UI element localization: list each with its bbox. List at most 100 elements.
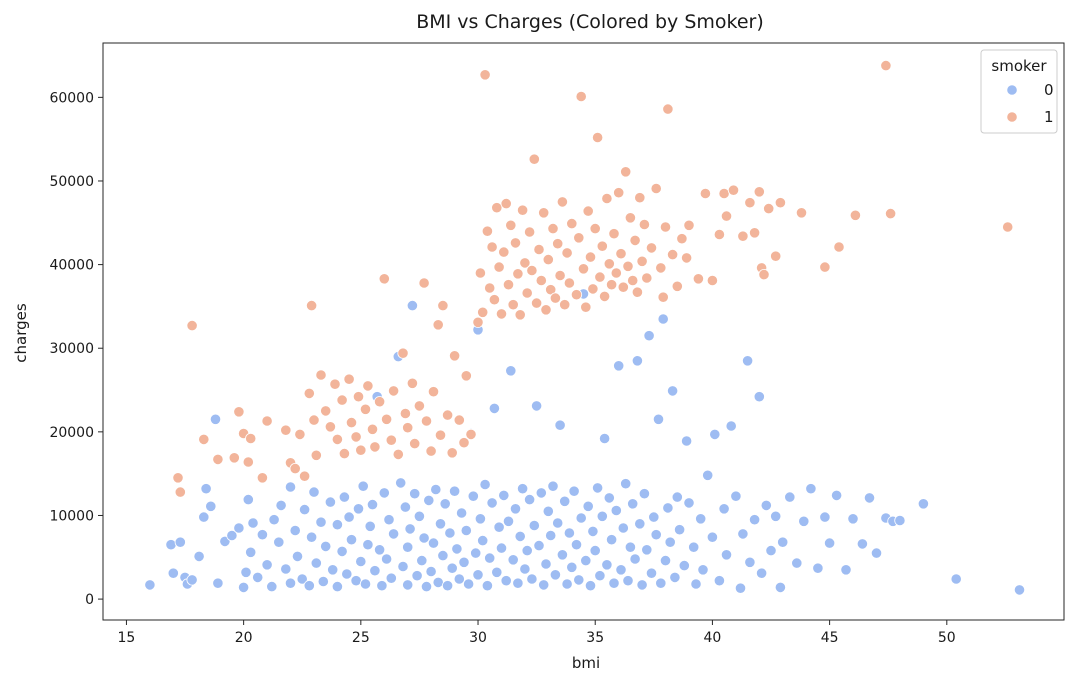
point-smoker-1 xyxy=(591,131,604,144)
point-smoker-0 xyxy=(645,567,658,579)
point-smoker-1 xyxy=(233,406,245,418)
point-smoker-1 xyxy=(849,209,862,221)
point-smoker-1 xyxy=(774,197,787,209)
point-smoker-0 xyxy=(587,525,599,538)
point-smoker-1 xyxy=(359,403,372,415)
point-smoker-1 xyxy=(256,472,268,484)
point-smoker-0 xyxy=(343,511,355,523)
point-smoker-0 xyxy=(467,490,479,502)
point-smoker-0 xyxy=(505,365,517,377)
point-smoker-1 xyxy=(601,192,613,205)
point-smoker-0 xyxy=(441,580,454,592)
point-smoker-1 xyxy=(624,212,637,224)
point-smoker-0 xyxy=(404,523,416,535)
point-smoker-1 xyxy=(350,431,362,443)
point-smoker-1 xyxy=(472,316,484,328)
point-smoker-0 xyxy=(819,511,831,523)
point-smoker-0 xyxy=(446,562,458,574)
point-smoker-0 xyxy=(359,578,372,590)
point-smoker-0 xyxy=(608,577,620,589)
point-smoker-0 xyxy=(523,493,536,506)
point-smoker-1 xyxy=(547,223,559,235)
point-smoker-1 xyxy=(460,370,472,382)
point-smoker-1 xyxy=(392,448,404,460)
point-smoker-0 xyxy=(387,528,400,540)
point-smoker-1 xyxy=(308,414,320,426)
point-smoker-0 xyxy=(655,577,667,589)
point-smoker-0 xyxy=(493,521,505,533)
point-smoker-1 xyxy=(657,291,669,303)
point-smoker-0 xyxy=(502,515,515,527)
point-smoker-1 xyxy=(713,228,726,241)
point-smoker-1 xyxy=(692,273,705,285)
point-smoker-0 xyxy=(629,553,641,565)
point-smoker-0 xyxy=(336,545,348,558)
point-smoker-0 xyxy=(737,528,749,540)
point-smoker-1 xyxy=(491,202,503,214)
y-axis-ticks: 0 10000 20000 30000 40000 50000 60000 xyxy=(49,90,103,608)
point-smoker-1 xyxy=(345,416,358,429)
point-smoker-1 xyxy=(228,452,240,464)
point-smoker-0 xyxy=(303,580,315,592)
point-smoker-1 xyxy=(305,299,318,312)
point-smoker-1 xyxy=(582,205,594,217)
point-smoker-1 xyxy=(453,414,465,426)
point-smoker-0 xyxy=(678,559,690,572)
point-smoker-1 xyxy=(655,262,667,274)
legend-title: smoker xyxy=(991,57,1047,75)
point-smoker-0 xyxy=(615,564,627,576)
point-smoker-0 xyxy=(376,580,388,592)
point-smoker-0 xyxy=(603,492,615,504)
point-smoker-0 xyxy=(514,530,526,543)
point-smoker-0 xyxy=(605,534,618,546)
point-smoker-1 xyxy=(385,434,397,446)
point-smoker-1 xyxy=(280,424,292,436)
point-smoker-0 xyxy=(549,569,562,581)
point-smoker-1 xyxy=(242,456,254,468)
point-smoker-0 xyxy=(200,483,212,495)
point-smoker-1 xyxy=(320,405,332,417)
point-smoker-0 xyxy=(582,500,594,512)
y-tick-label: 60000 xyxy=(49,90,94,106)
point-smoker-0 xyxy=(575,512,587,524)
plot-frame xyxy=(102,42,1065,621)
point-smoker-0 xyxy=(462,578,475,590)
point-smoker-1 xyxy=(676,233,688,245)
point-smoker-0 xyxy=(444,527,456,539)
point-smoker-1 xyxy=(744,197,756,209)
point-smoker-0 xyxy=(598,432,611,445)
point-smoker-0 xyxy=(573,574,585,586)
point-smoker-1 xyxy=(636,255,648,267)
point-smoker-0 xyxy=(601,559,613,571)
point-smoker-0 xyxy=(566,561,578,573)
point-smoker-1 xyxy=(699,187,712,200)
point-smoker-0 xyxy=(498,489,510,501)
point-smoker-1 xyxy=(1002,221,1014,233)
point-smoker-0 xyxy=(324,496,336,508)
point-smoker-0 xyxy=(613,360,625,372)
point-smoker-0 xyxy=(830,489,843,501)
point-smoker-0 xyxy=(233,522,245,534)
point-smoker-1 xyxy=(631,286,644,298)
x-tick-label: 40 xyxy=(704,630,722,646)
point-smoker-0 xyxy=(554,419,566,431)
point-smoker-0 xyxy=(627,498,639,510)
point-smoker-1 xyxy=(343,373,355,385)
point-smoker-0 xyxy=(474,513,486,525)
point-smoker-1 xyxy=(556,196,569,208)
point-smoker-0 xyxy=(730,490,742,502)
point-smoker-1 xyxy=(380,413,393,425)
point-smoker-0 xyxy=(718,503,730,515)
point-smoker-0 xyxy=(765,544,777,557)
point-smoker-0 xyxy=(509,503,522,515)
point-smoker-1 xyxy=(507,299,519,311)
y-tick-label: 0 xyxy=(85,592,94,608)
point-smoker-0 xyxy=(193,550,205,563)
point-smoker-0 xyxy=(533,539,545,552)
point-smoker-0 xyxy=(791,557,803,569)
point-smoker-1 xyxy=(486,241,498,253)
point-smoker-1 xyxy=(758,268,770,281)
point-smoker-0 xyxy=(320,540,332,553)
point-smoker-0 xyxy=(432,576,444,589)
point-smoker-1 xyxy=(538,207,550,219)
